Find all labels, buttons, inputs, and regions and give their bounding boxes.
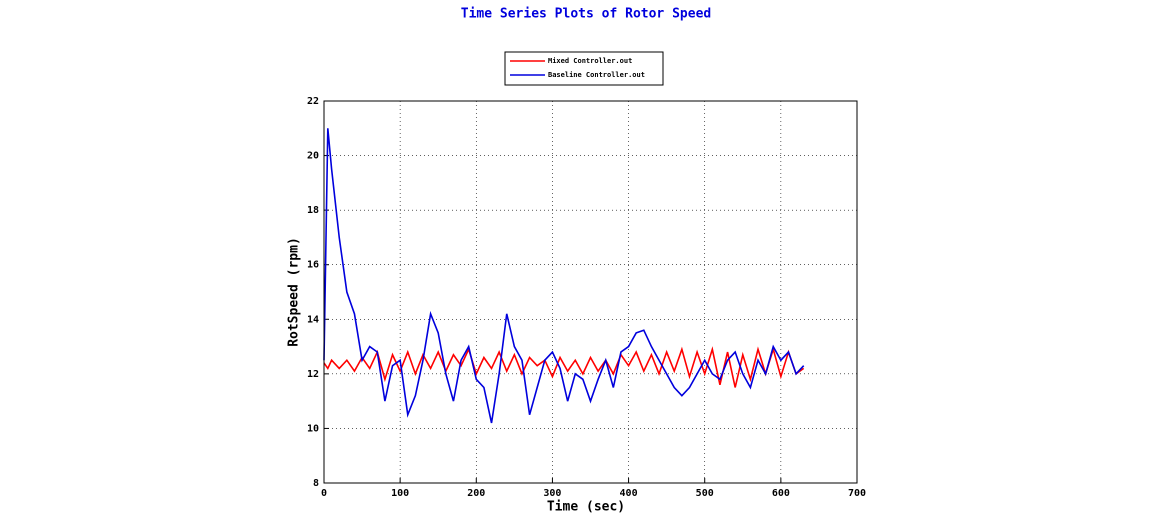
y-tick-label: 10 — [307, 423, 319, 434]
y-tick-label: 14 — [307, 314, 319, 325]
x-tick-label: 500 — [696, 488, 714, 499]
data-line — [323, 128, 805, 424]
x-tick-label: 0 — [321, 488, 327, 499]
plot-area — [324, 101, 857, 483]
x-tick-label: 600 — [772, 488, 790, 499]
x-tick-label: 400 — [620, 488, 638, 499]
y-tick-label: 12 — [307, 369, 319, 380]
x-tick-label: 300 — [543, 488, 561, 499]
y-tick-label: 16 — [307, 260, 319, 271]
y-tick-label: 22 — [307, 96, 319, 107]
x-axis-label: Time (sec) — [547, 500, 625, 515]
x-tick-label: 100 — [391, 488, 409, 499]
legend-label: Mixed Controller.out — [548, 57, 632, 65]
y-tick-label: 20 — [307, 151, 319, 162]
y-tick-label: 18 — [307, 205, 319, 216]
legend-box — [504, 51, 664, 86]
legend-label: Baseline Controller.out — [548, 71, 645, 79]
x-tick-label: 700 — [848, 488, 866, 499]
x-tick-label: 200 — [467, 488, 485, 499]
y-axis-label: RotSpeed (rpm) — [287, 237, 302, 347]
plot-frame — [323, 100, 858, 484]
y-tick-label: 8 — [313, 478, 319, 489]
chart-title: Time Series Plots of Rotor Speed — [461, 7, 711, 22]
